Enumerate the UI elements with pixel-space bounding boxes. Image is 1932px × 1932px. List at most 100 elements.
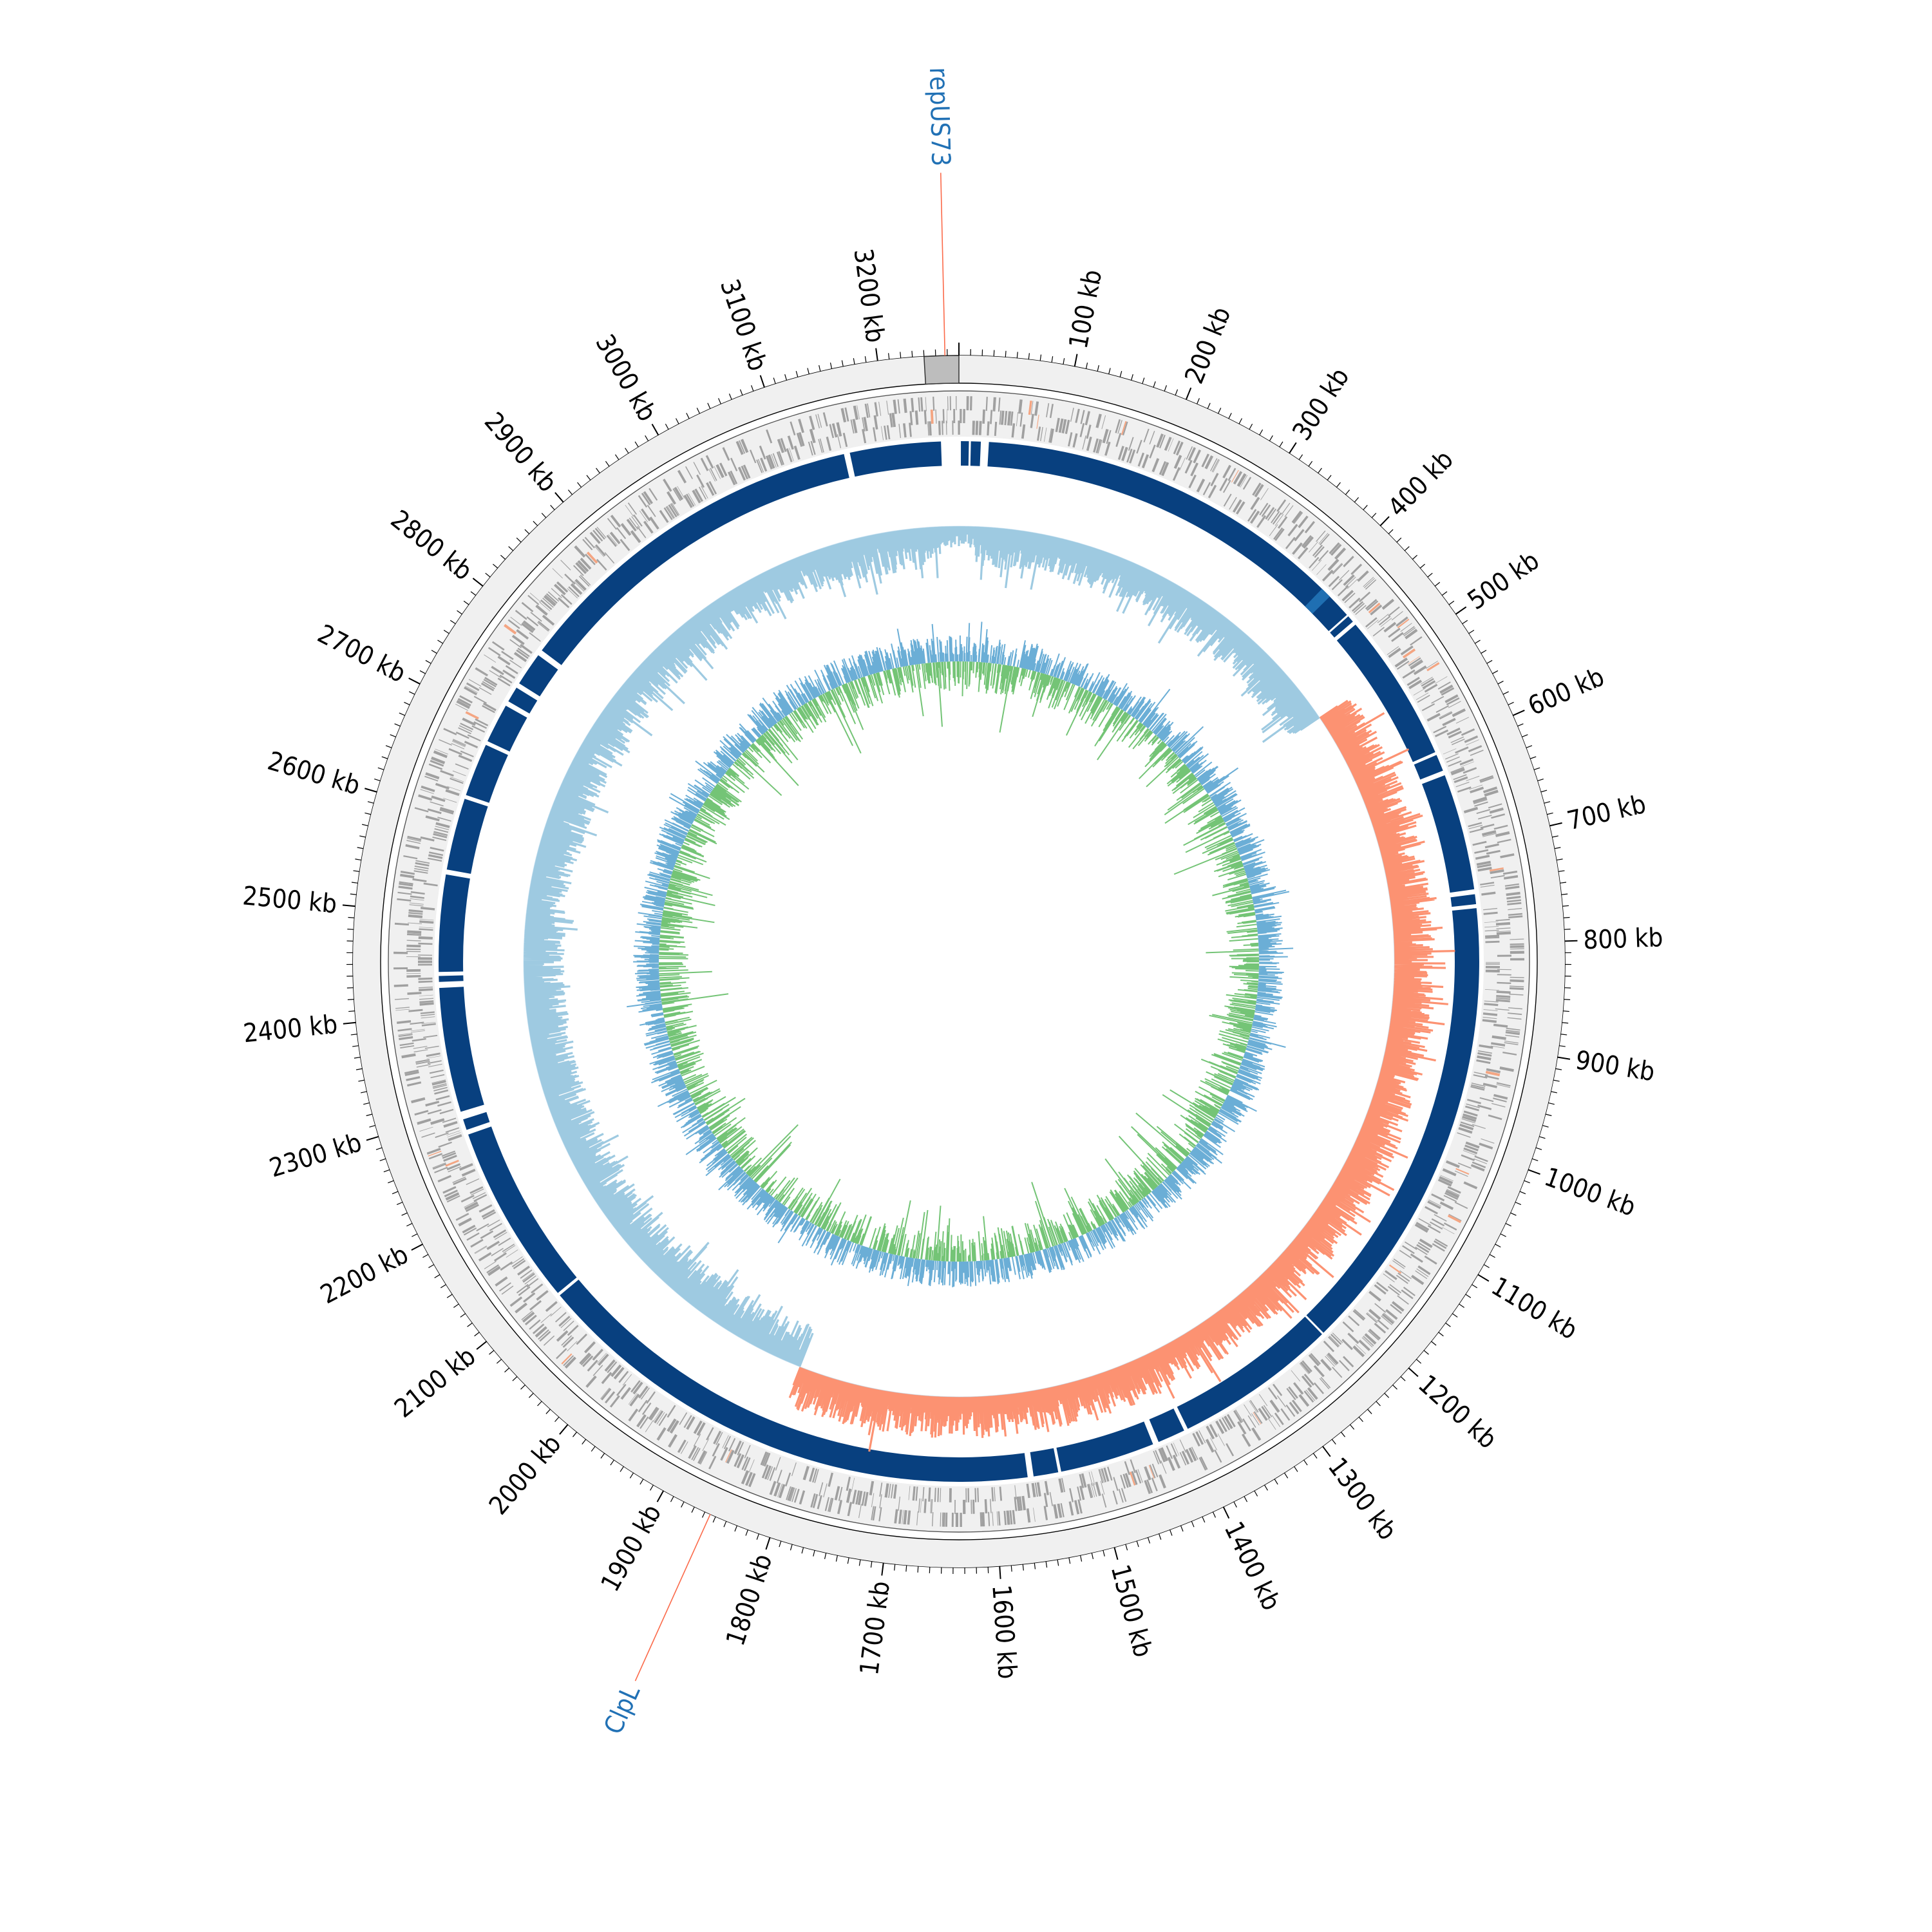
- feature-block: [504, 623, 517, 635]
- feature-block: [631, 516, 641, 528]
- feature-block: [1459, 1123, 1474, 1131]
- feature-block: [1484, 921, 1499, 923]
- tick-label: 3100 kb: [714, 276, 773, 375]
- tick-mark: [381, 756, 388, 759]
- feature-block: [1434, 729, 1449, 737]
- tick-mark: [739, 389, 743, 396]
- feature-block: [1411, 1274, 1425, 1285]
- feature-block: [415, 1061, 430, 1065]
- feature-block: [1004, 411, 1008, 426]
- tick-mark: [1564, 940, 1578, 942]
- tick-mark: [841, 360, 844, 367]
- feature-block: [606, 535, 617, 547]
- feature-block: [688, 493, 696, 506]
- feature-block: [526, 1278, 539, 1288]
- feature-block: [1126, 448, 1133, 463]
- feature-block: [628, 1408, 639, 1422]
- feature-block: [826, 436, 832, 451]
- tick-mark: [1279, 441, 1283, 448]
- feature-block: [1508, 1007, 1522, 1010]
- tick-mark: [1483, 1264, 1490, 1269]
- contig-segment: [1422, 775, 1475, 893]
- tick-mark: [453, 1303, 459, 1308]
- feature-block: [458, 754, 473, 762]
- feature-block: [1465, 1105, 1479, 1112]
- feature-block: [891, 1484, 894, 1499]
- gc-skew-negative: [523, 526, 1320, 1367]
- feature-block: [1425, 1206, 1438, 1215]
- feature-block: [529, 632, 541, 642]
- feature-block: [1223, 493, 1232, 507]
- feature-block: [480, 1230, 494, 1239]
- feature-block: [949, 396, 951, 411]
- feature-block: [684, 1415, 692, 1428]
- contig-segment: [542, 454, 849, 665]
- feature-block: [1179, 1439, 1186, 1453]
- feature-block: [1332, 1332, 1343, 1343]
- feature-block: [428, 1150, 442, 1157]
- tick-mark: [1191, 1520, 1195, 1528]
- feature-block: [1504, 883, 1519, 887]
- feature-block: [1397, 1295, 1409, 1305]
- feature-block: [520, 1269, 533, 1279]
- feature-block: [1388, 627, 1401, 638]
- feature-block: [1117, 446, 1124, 460]
- feature-block: [802, 1466, 810, 1481]
- feature-block: [460, 723, 474, 730]
- feature-block: [1048, 428, 1052, 443]
- feature-block: [786, 1486, 791, 1501]
- feature-block: [1485, 936, 1500, 939]
- tick-mark: [712, 1516, 716, 1523]
- feature-block: [464, 741, 478, 748]
- feature-block: [994, 421, 998, 436]
- tick-mark: [388, 1180, 394, 1184]
- feature-block: [503, 1245, 516, 1254]
- tick-mark: [1228, 413, 1232, 419]
- feature-block: [1347, 578, 1358, 589]
- feature-block: [1482, 830, 1497, 837]
- feature-block: [1484, 790, 1499, 797]
- feature-block: [1193, 450, 1201, 464]
- feature-block: [420, 836, 435, 842]
- feature-block: [992, 397, 996, 412]
- feature-block: [418, 977, 433, 980]
- feature-block: [654, 1410, 664, 1424]
- feature-block: [1457, 786, 1472, 793]
- feature-block: [769, 1481, 777, 1495]
- feature-block: [1485, 940, 1500, 943]
- feature-block: [475, 718, 489, 726]
- feature-block: [1271, 1415, 1281, 1427]
- tick-mark: [524, 529, 530, 535]
- feature-block: [1480, 882, 1495, 886]
- feature-block: [1435, 1238, 1448, 1247]
- feature-block: [1440, 1175, 1454, 1182]
- feature-block: [1509, 994, 1524, 996]
- feature-block: [1136, 439, 1142, 454]
- feature-block: [1181, 1450, 1189, 1465]
- feature-block: [1506, 896, 1521, 900]
- feature-block: [1393, 1258, 1406, 1267]
- tick-label: 700 kb: [1564, 790, 1649, 837]
- feature-block: [1031, 1482, 1036, 1497]
- feature-block: [1271, 511, 1280, 524]
- feature-block: [397, 898, 412, 902]
- feature-block: [1267, 508, 1276, 521]
- tick-mark: [1545, 1113, 1552, 1117]
- feature-block: [809, 428, 816, 444]
- feature-block: [971, 1499, 972, 1514]
- feature-block: [442, 1152, 457, 1159]
- feature-block: [459, 725, 473, 732]
- feature-block: [990, 410, 993, 424]
- feature-block: [693, 1448, 701, 1461]
- feature-block: [486, 1264, 499, 1274]
- feature-block: [1478, 1050, 1492, 1054]
- feature-block: [1476, 860, 1491, 866]
- feature-block: [540, 599, 553, 611]
- feature-block: [417, 957, 432, 960]
- feature-block: [628, 1393, 638, 1405]
- feature-block: [1496, 931, 1511, 935]
- tick-mark: [1388, 529, 1394, 535]
- feature-block: [575, 562, 587, 574]
- tick-mark: [347, 929, 354, 930]
- feature-block: [586, 551, 598, 564]
